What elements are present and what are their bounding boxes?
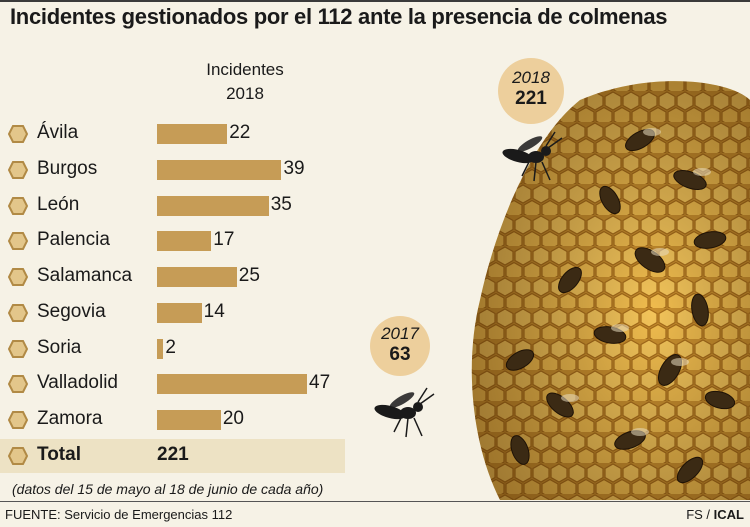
bar-row: Segovia 14: [0, 296, 345, 330]
bar-row: Salamanca 25: [0, 260, 345, 294]
bar-value-label: 35: [270, 193, 292, 215]
hexagon-icon: [8, 411, 28, 429]
bar: [157, 338, 164, 359]
bar-value-label: 39: [283, 157, 305, 179]
bar: [157, 124, 228, 144]
credit: FS / ICAL: [686, 507, 744, 522]
credit-agency: ICAL: [713, 507, 744, 522]
year-2018-label: 2018: [512, 68, 550, 87]
bar-row: Palencia 17: [0, 224, 345, 258]
hexagon-icon: [8, 447, 28, 465]
bar-value-label: 25: [238, 265, 260, 286]
year-2017-value: 63: [389, 344, 411, 365]
bar-row: Ávila 22: [0, 117, 345, 151]
bottom-rule: [0, 501, 750, 502]
category-label: Ávila: [37, 122, 79, 143]
column-header-year: 2018: [226, 84, 264, 103]
honeycomb-bees-illustration: [471, 81, 750, 500]
credit-author: FS: [686, 507, 703, 522]
category-label: Valladolid: [37, 372, 118, 394]
column-header: Incidentes 2018: [190, 58, 300, 106]
bar-row: Soria 2: [0, 332, 345, 366]
category-label: Soria: [37, 336, 82, 358]
bar-value-label: 2: [165, 336, 176, 358]
wasp-icon: [374, 387, 435, 438]
year-2018-bubble: 2018 221: [498, 58, 564, 124]
hexagon-icon: [8, 125, 28, 143]
bar-row: Zamora 20: [0, 403, 345, 437]
date-range-note: (datos del 15 de mayo al 18 de junio de …: [12, 481, 324, 497]
total-label: Total: [37, 444, 81, 465]
bar-row: Valladolid 47: [0, 367, 345, 401]
bar-value-label: 17: [213, 229, 235, 251]
bar: [157, 410, 221, 430]
source-text: FUENTE: Servicio de Emergencias 112: [5, 507, 233, 522]
bar-value-label: 20: [222, 408, 244, 429]
credit-separator: /: [702, 507, 714, 522]
hexagon-icon: [8, 160, 28, 179]
bar: [157, 267, 237, 287]
bar-value-label: 22: [229, 122, 251, 143]
total-row: Total 221: [0, 439, 345, 473]
column-header-label: Incidentes: [206, 60, 284, 79]
category-label: León: [37, 193, 80, 215]
bar-value-label: 47: [309, 372, 331, 394]
bar: [157, 374, 307, 395]
total-value: 221: [157, 444, 189, 465]
hexagon-icon: [8, 196, 28, 215]
bar: [157, 302, 202, 323]
bar-row: Burgos 39: [0, 153, 345, 187]
wasp-icon: [502, 131, 563, 182]
bar: [157, 159, 282, 180]
hexagon-icon: [8, 303, 28, 322]
category-label: Zamora: [37, 408, 103, 429]
category-label: Salamanca: [37, 265, 133, 286]
top-rule: [0, 0, 750, 2]
year-2017-bubble: 2017 63: [370, 316, 430, 376]
bar: [157, 231, 212, 252]
hexagon-icon: [8, 268, 28, 286]
year-2017-label: 2017: [381, 324, 419, 343]
bar-row: León 35: [0, 189, 345, 223]
category-label: Segovia: [37, 300, 106, 322]
chart-title: Incidentes gestionados por el 112 ante l…: [10, 4, 668, 29]
bar-value-label: 14: [203, 300, 225, 322]
year-2018-value: 221: [515, 88, 547, 109]
hexagon-icon: [8, 232, 28, 251]
category-label: Palencia: [37, 229, 110, 251]
hexagon-icon: [8, 375, 28, 394]
category-label: Burgos: [37, 157, 98, 179]
bar: [157, 195, 269, 216]
hexagon-icon: [8, 339, 28, 358]
